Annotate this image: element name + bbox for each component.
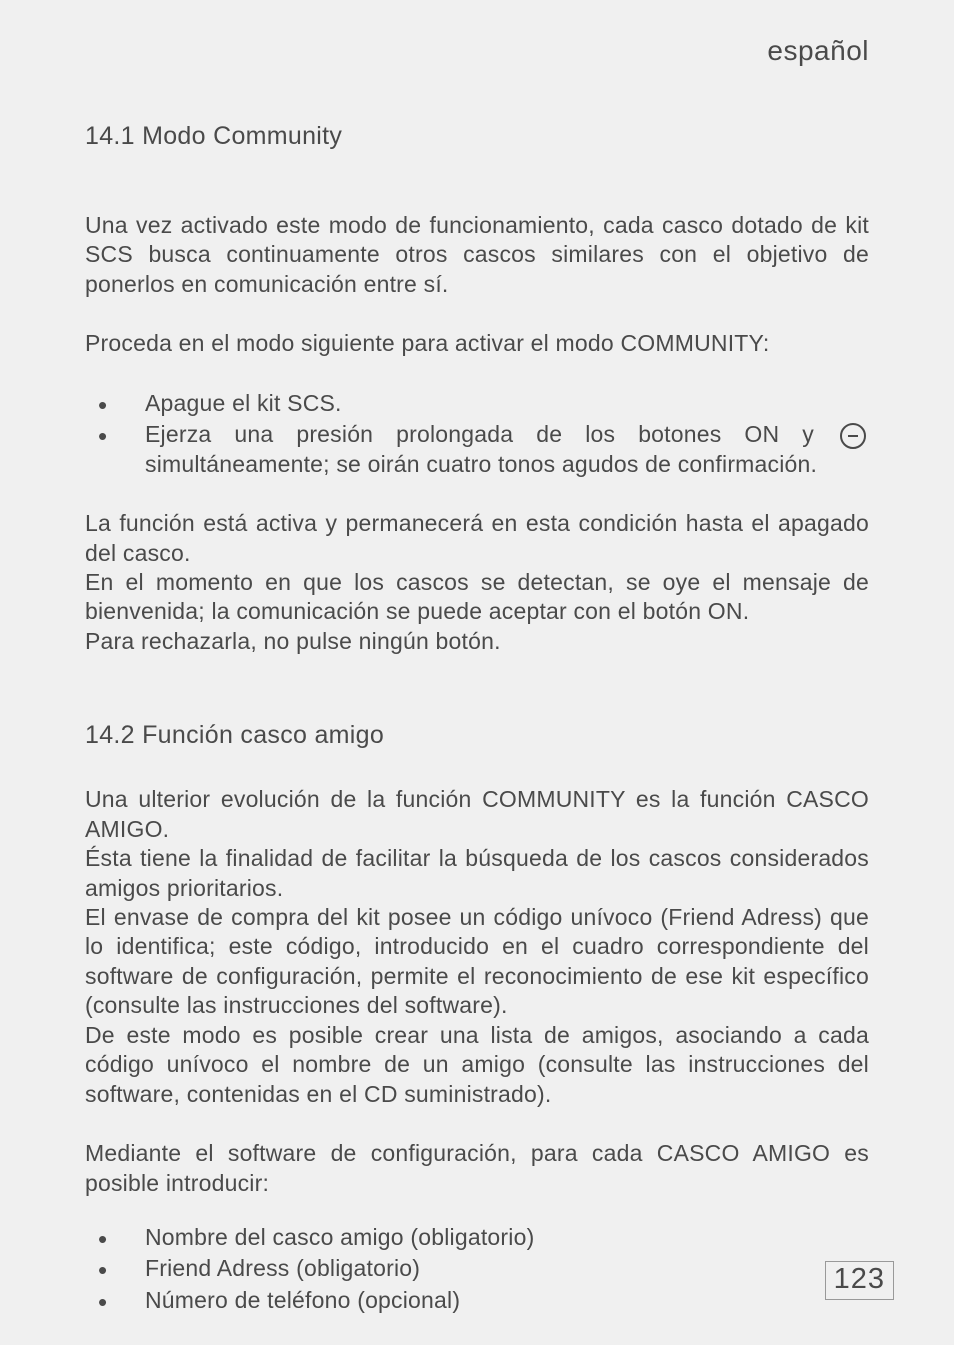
section-2-para-1: Una ulterior evolución de la función COM… xyxy=(85,785,869,844)
bullet-text: Número de teléfono (opcional) xyxy=(145,1287,460,1313)
section-2-para-5: Mediante el software de configuración, p… xyxy=(85,1139,869,1198)
page-content: 14.1 Modo Community Una vez activado est… xyxy=(0,67,954,1315)
section-1-bullet-list: Apague el kit SCS. Ejerza una presión pr… xyxy=(85,389,869,479)
bullet-text-before: Ejerza una presión prolongada de los bot… xyxy=(145,421,837,447)
language-label: español xyxy=(767,35,869,66)
section-1-heading: 14.1 Modo Community xyxy=(85,122,869,151)
bullet-text: Apague el kit SCS. xyxy=(145,390,342,416)
section-1-para-1: Una vez activado este modo de funcionami… xyxy=(85,211,869,299)
list-item: Nombre del casco amigo (obligatorio) xyxy=(85,1223,869,1252)
bullet-text: Friend Adress (obligatorio) xyxy=(145,1255,420,1281)
section-1-para-3: La función está activa y permanecerá en … xyxy=(85,509,869,568)
section-1-para-5: Para rechazarla, no pulse ningún botón. xyxy=(85,627,869,656)
page-header: español xyxy=(0,0,954,67)
section-1-para-2: Proceda en el modo siguiente para activa… xyxy=(85,329,869,358)
minus-button-icon xyxy=(840,423,866,449)
list-item: Número de teléfono (opcional) xyxy=(85,1286,869,1315)
bullet-text-after: simultáneamente; se oirán cuatro tonos a… xyxy=(145,451,817,477)
section-2-para-3: El envase de compra del kit posee un cód… xyxy=(85,903,869,1021)
section-1-para-4: En el momento en que los cascos se detec… xyxy=(85,568,869,627)
section-2-para-4: De este modo es posible crear una lista … xyxy=(85,1021,869,1109)
section-2-bullet-list: Nombre del casco amigo (obligatorio) Fri… xyxy=(85,1223,869,1315)
bullet-text: Nombre del casco amigo (obligatorio) xyxy=(145,1224,534,1250)
list-item: Friend Adress (obligatorio) xyxy=(85,1254,869,1283)
section-2-heading: 14.2 Función casco amigo xyxy=(85,721,869,750)
list-item: Ejerza una presión prolongada de los bot… xyxy=(85,420,869,479)
page-number: 123 xyxy=(825,1261,894,1300)
section-2-para-2: Ésta tiene la finalidad de facilitar la … xyxy=(85,844,869,903)
list-item: Apague el kit SCS. xyxy=(85,389,869,418)
